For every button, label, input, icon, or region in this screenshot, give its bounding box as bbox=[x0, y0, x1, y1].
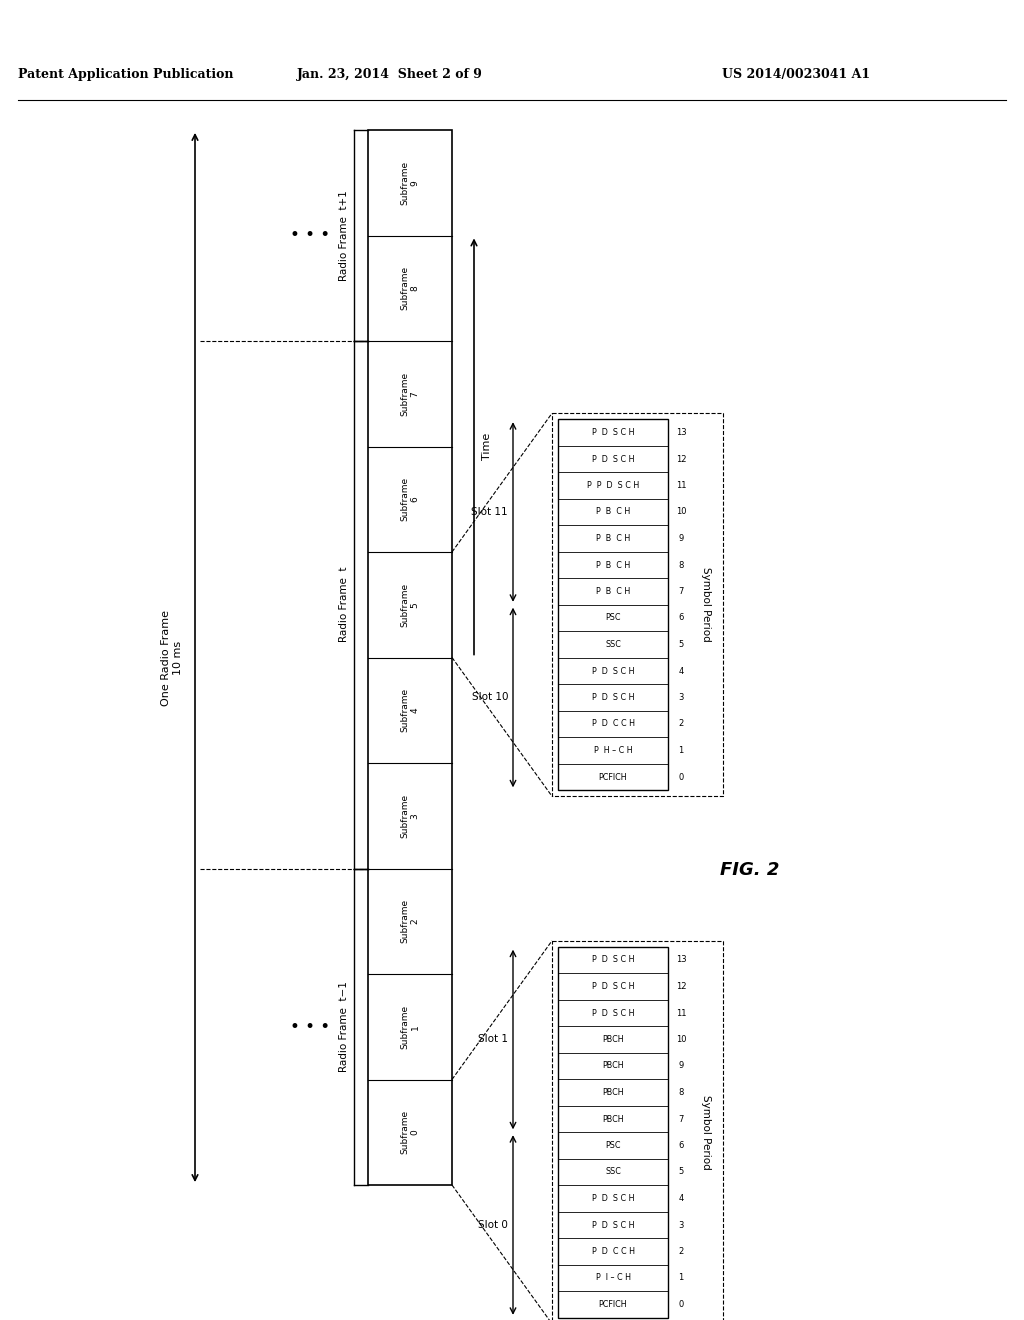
Text: Subframe
8: Subframe 8 bbox=[400, 267, 420, 310]
Text: 13: 13 bbox=[676, 428, 686, 437]
Text: Slot 10: Slot 10 bbox=[471, 693, 508, 702]
Bar bbox=[558, 420, 668, 791]
Text: Radio Frame  t−1: Radio Frame t−1 bbox=[339, 981, 349, 1072]
Text: Slot 1: Slot 1 bbox=[478, 1035, 508, 1044]
Text: 8: 8 bbox=[678, 1088, 684, 1097]
Text: Jan. 23, 2014  Sheet 2 of 9: Jan. 23, 2014 Sheet 2 of 9 bbox=[297, 69, 483, 81]
Text: Slot 11: Slot 11 bbox=[471, 507, 508, 517]
Text: Symbol Period: Symbol Period bbox=[701, 568, 711, 642]
Text: Subframe
3: Subframe 3 bbox=[400, 793, 420, 838]
Text: P  D  S C H: P D S C H bbox=[592, 693, 634, 702]
Text: P  B  C H: P B C H bbox=[596, 587, 630, 597]
Text: Subframe
4: Subframe 4 bbox=[400, 688, 420, 733]
Bar bbox=[552, 413, 723, 796]
Text: PBCH: PBCH bbox=[602, 1088, 624, 1097]
Text: 5: 5 bbox=[678, 640, 684, 649]
Text: PCFICH: PCFICH bbox=[599, 1300, 628, 1309]
Text: Radio Frame  t+1: Radio Frame t+1 bbox=[339, 190, 349, 281]
Text: PCFICH: PCFICH bbox=[599, 772, 628, 781]
Text: 0: 0 bbox=[678, 1300, 684, 1309]
Text: 4: 4 bbox=[678, 667, 684, 676]
Text: Symbol Period: Symbol Period bbox=[701, 1094, 711, 1170]
Text: One Radio Frame
10 ms: One Radio Frame 10 ms bbox=[162, 610, 183, 705]
Text: 9: 9 bbox=[678, 535, 684, 543]
Text: PBCH: PBCH bbox=[602, 1114, 624, 1123]
Text: 13: 13 bbox=[676, 956, 686, 965]
Text: Time: Time bbox=[482, 433, 492, 461]
Bar bbox=[552, 941, 723, 1320]
Text: PBCH: PBCH bbox=[602, 1035, 624, 1044]
Text: 12: 12 bbox=[676, 454, 686, 463]
Text: P  D  S C H: P D S C H bbox=[592, 956, 634, 965]
Text: PSC: PSC bbox=[605, 614, 621, 623]
Text: Subframe
1: Subframe 1 bbox=[400, 1005, 420, 1049]
Text: 5: 5 bbox=[678, 1167, 684, 1176]
Text: 10: 10 bbox=[676, 507, 686, 516]
Text: Subframe
5: Subframe 5 bbox=[400, 582, 420, 627]
Text: 3: 3 bbox=[678, 1221, 684, 1229]
Text: 0: 0 bbox=[678, 772, 684, 781]
Text: 6: 6 bbox=[678, 614, 684, 623]
Text: US 2014/0023041 A1: US 2014/0023041 A1 bbox=[722, 69, 870, 81]
Text: P  I – C H: P I – C H bbox=[596, 1274, 631, 1283]
Text: 4: 4 bbox=[678, 1195, 684, 1203]
Text: 1: 1 bbox=[678, 1274, 684, 1283]
Text: P  D  C C H: P D C C H bbox=[592, 719, 635, 729]
Text: 10: 10 bbox=[676, 1035, 686, 1044]
Text: 11: 11 bbox=[676, 1008, 686, 1018]
Text: P  D  S C H: P D S C H bbox=[592, 454, 634, 463]
Text: 9: 9 bbox=[678, 1061, 684, 1071]
Text: P  B  C H: P B C H bbox=[596, 507, 630, 516]
Text: Subframe
9: Subframe 9 bbox=[400, 161, 420, 205]
Text: P  B  C H: P B C H bbox=[596, 535, 630, 543]
Text: 2: 2 bbox=[678, 719, 684, 729]
Text: 7: 7 bbox=[678, 1114, 684, 1123]
Text: SSC: SSC bbox=[605, 640, 621, 649]
Text: 7: 7 bbox=[678, 587, 684, 597]
Text: 6: 6 bbox=[678, 1140, 684, 1150]
Text: 2: 2 bbox=[678, 1247, 684, 1257]
Text: 12: 12 bbox=[676, 982, 686, 991]
Text: 3: 3 bbox=[678, 693, 684, 702]
Text: Subframe
6: Subframe 6 bbox=[400, 478, 420, 521]
Text: 8: 8 bbox=[678, 561, 684, 569]
Text: P  H – C H: P H – C H bbox=[594, 746, 632, 755]
Text: Subframe
2: Subframe 2 bbox=[400, 899, 420, 944]
Text: Radio Frame  t: Radio Frame t bbox=[339, 568, 349, 643]
Text: P  D  S C H: P D S C H bbox=[592, 1221, 634, 1229]
Text: FIG. 2: FIG. 2 bbox=[720, 861, 779, 879]
Text: P  D  C C H: P D C C H bbox=[592, 1247, 635, 1257]
Text: P  B  C H: P B C H bbox=[596, 561, 630, 569]
Text: P  D  S C H: P D S C H bbox=[592, 1195, 634, 1203]
Text: P  P  D  S C H: P P D S C H bbox=[587, 480, 639, 490]
Text: Subframe
7: Subframe 7 bbox=[400, 372, 420, 416]
Text: PBCH: PBCH bbox=[602, 1061, 624, 1071]
Text: Slot 0: Slot 0 bbox=[478, 1220, 508, 1230]
Text: P  D  S C H: P D S C H bbox=[592, 428, 634, 437]
Text: P  D  S C H: P D S C H bbox=[592, 667, 634, 676]
Bar bbox=[368, 129, 452, 1185]
Bar bbox=[558, 946, 668, 1317]
Text: P  D  S C H: P D S C H bbox=[592, 1008, 634, 1018]
Text: • • •: • • • bbox=[290, 227, 330, 244]
Text: 11: 11 bbox=[676, 480, 686, 490]
Text: PSC: PSC bbox=[605, 1140, 621, 1150]
Text: Patent Application Publication: Patent Application Publication bbox=[18, 69, 233, 81]
Text: P  D  S C H: P D S C H bbox=[592, 982, 634, 991]
Text: SSC: SSC bbox=[605, 1167, 621, 1176]
Text: 1: 1 bbox=[678, 746, 684, 755]
Text: Subframe
0: Subframe 0 bbox=[400, 1110, 420, 1154]
Text: • • •: • • • bbox=[290, 1018, 330, 1036]
